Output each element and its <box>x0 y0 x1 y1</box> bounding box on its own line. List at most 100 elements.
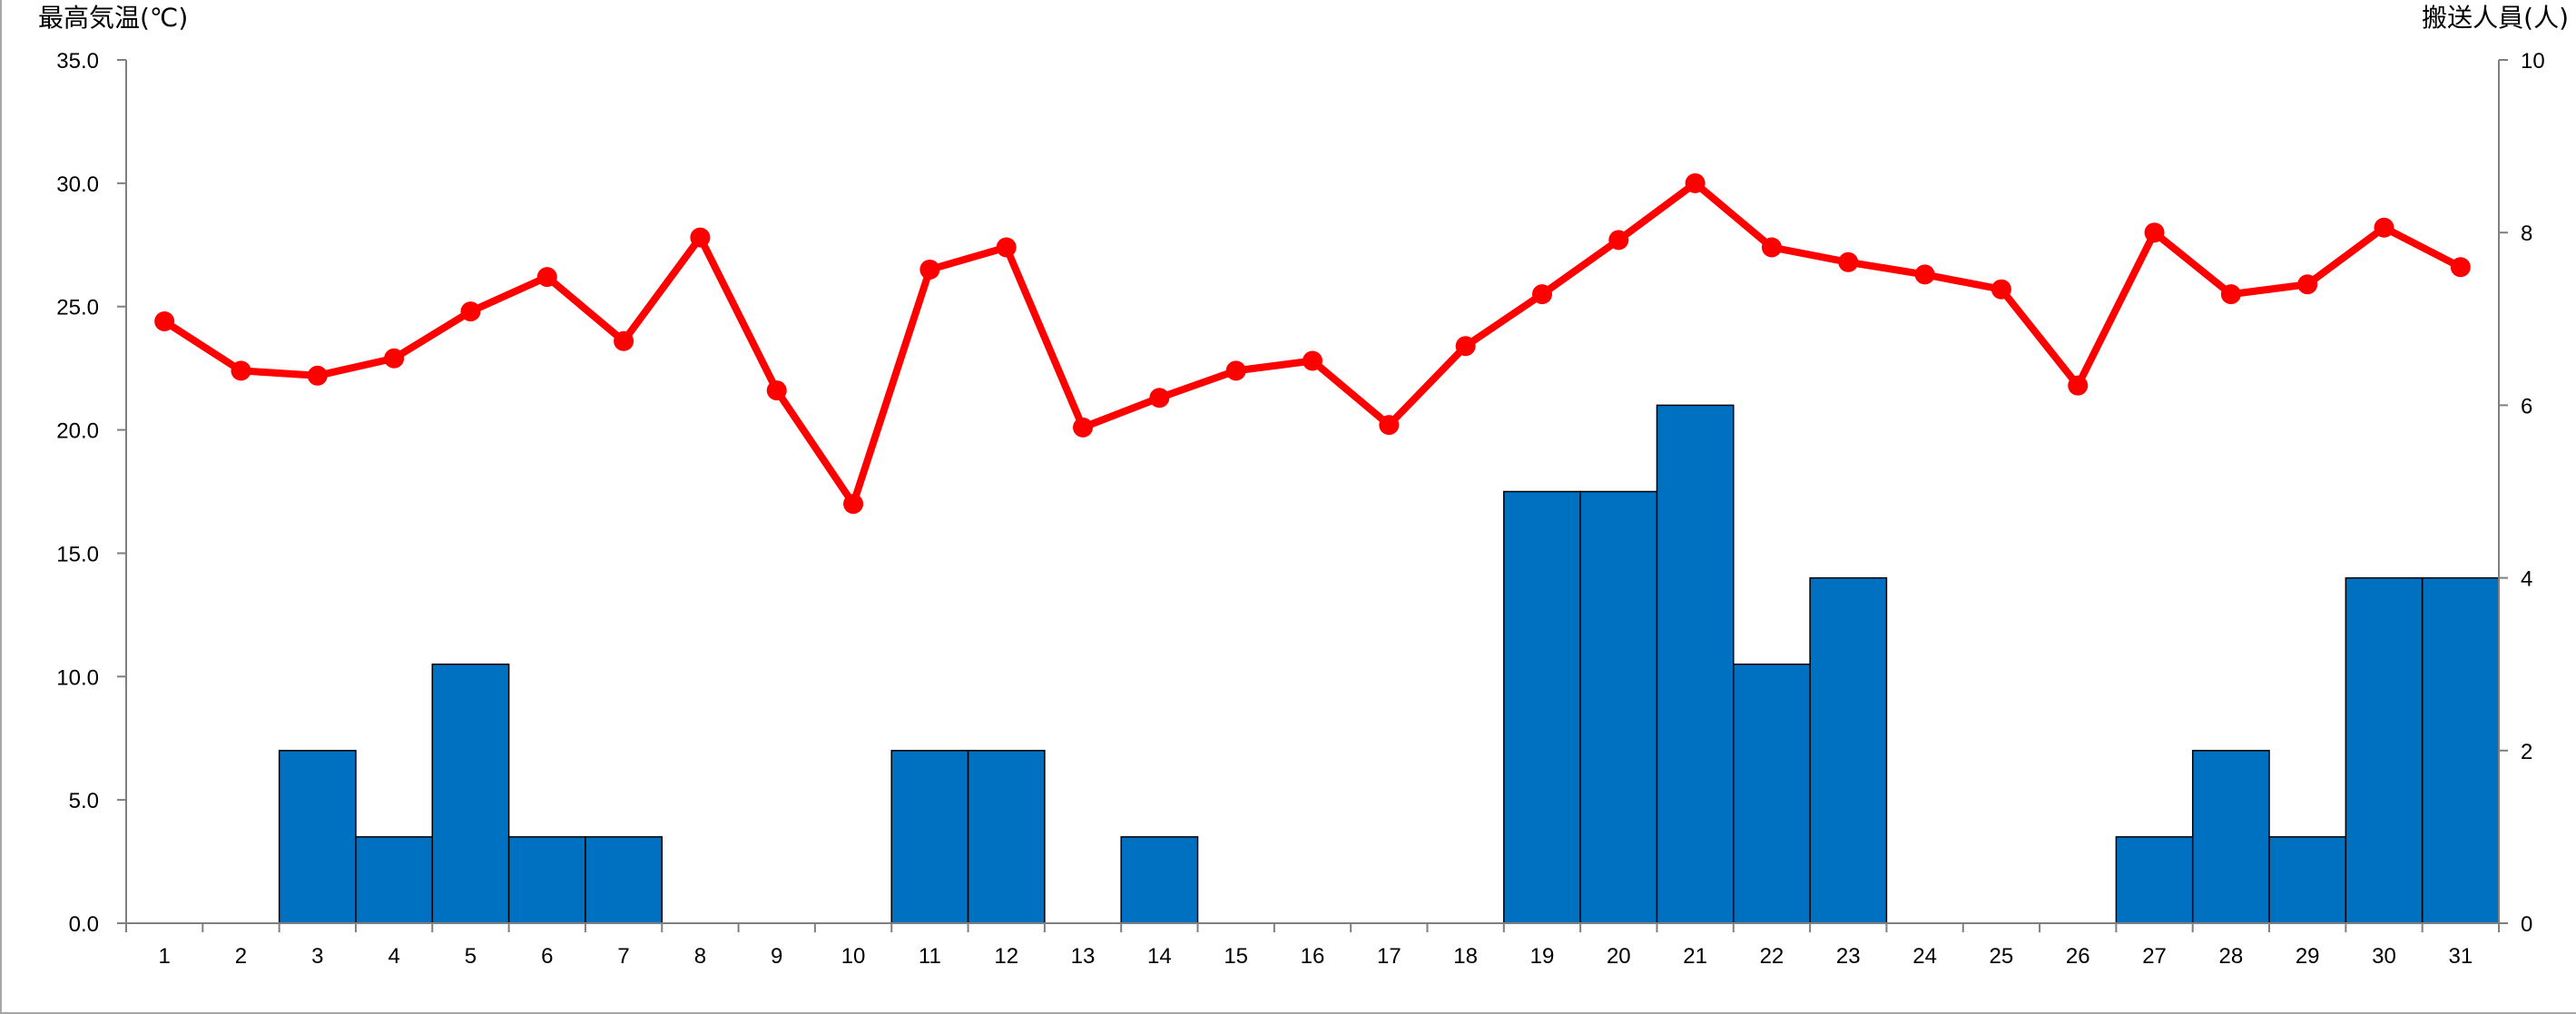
x-tick-label: 28 <box>2219 944 2244 969</box>
bar <box>1579 490 1658 924</box>
x-tick-label: 18 <box>1453 944 1478 969</box>
bar <box>2191 750 2270 924</box>
line-point <box>1073 417 1094 438</box>
bar <box>890 750 969 924</box>
y-left-tick-label: 0.0 <box>69 912 99 937</box>
line-point <box>843 494 864 515</box>
line-point <box>996 237 1017 258</box>
y-left-tick-label: 15.0 <box>56 542 99 566</box>
x-tick-label: 29 <box>2296 944 2320 969</box>
line-point <box>1379 415 1400 436</box>
line-point <box>307 365 328 386</box>
line-point <box>154 311 175 332</box>
x-tick-label: 1 <box>158 944 170 969</box>
bar <box>2115 836 2194 924</box>
line-point <box>1303 350 1322 371</box>
bar <box>1733 663 1811 924</box>
y-left-tick-label: 20.0 <box>56 419 99 444</box>
temperature-line <box>161 179 2464 508</box>
bar <box>2421 576 2500 924</box>
x-tick-label: 7 <box>617 944 629 969</box>
line-point <box>1991 279 2011 300</box>
x-tick-label: 15 <box>1224 944 1248 969</box>
y-right-tick-label: 0 <box>2521 912 2532 937</box>
x-tick-label: 19 <box>1530 944 1555 969</box>
x-tick-label: 2 <box>235 944 247 969</box>
x-tick-label: 12 <box>994 944 1018 969</box>
line-point <box>1455 336 1476 357</box>
line-point <box>2068 375 2089 396</box>
bar <box>431 663 510 924</box>
line-point <box>2374 217 2394 238</box>
y-left-tick-label: 10.0 <box>56 665 99 690</box>
bar <box>278 750 357 924</box>
y-right-tick-label: 8 <box>2521 222 2532 246</box>
line-point <box>1149 388 1170 409</box>
x-tick-label: 25 <box>1990 944 2014 969</box>
y-axis-left-title: 最高気温(℃) <box>38 3 188 33</box>
x-tick-label: 20 <box>1607 944 1631 969</box>
x-tick-label: 3 <box>311 944 323 969</box>
bar <box>2268 836 2347 924</box>
line-point <box>766 380 787 401</box>
x-tick-label: 4 <box>388 944 399 969</box>
line-point <box>1608 230 1629 251</box>
line-point <box>2450 257 2471 278</box>
line-point <box>1838 251 1859 272</box>
line-point <box>2144 222 2165 243</box>
line-point <box>460 301 481 322</box>
line-point <box>2297 274 2318 295</box>
x-tick-label: 26 <box>2066 944 2090 969</box>
x-tick-label: 31 <box>2448 944 2473 969</box>
x-tick-label: 9 <box>771 944 782 969</box>
line-point <box>1685 172 1706 193</box>
line-point <box>536 267 557 288</box>
y-right-tick-label: 2 <box>2521 740 2532 764</box>
y-right-tick-label: 10 <box>2521 49 2545 74</box>
bar <box>1656 404 1735 924</box>
x-tick-label: 10 <box>841 944 866 969</box>
x-tick-label: 30 <box>2372 944 2396 969</box>
line-point <box>231 360 251 381</box>
x-tick-label: 13 <box>1071 944 1096 969</box>
x-tick-label: 11 <box>919 944 941 969</box>
y-right-tick-label: 6 <box>2521 394 2532 418</box>
bar <box>1809 576 1888 924</box>
x-tick-label: 14 <box>1147 944 1172 969</box>
line-point <box>1761 237 1782 258</box>
y-left-tick-label: 25.0 <box>56 296 99 320</box>
line-point <box>1531 284 1552 305</box>
line-point <box>690 227 711 248</box>
bar <box>507 836 586 924</box>
line-point <box>919 259 940 280</box>
x-tick-label: 27 <box>2142 944 2167 969</box>
line-point <box>614 330 634 351</box>
bar <box>1503 490 1581 924</box>
x-tick-label: 23 <box>1836 944 1861 969</box>
y-axis-right-title: 搬送人員(人) <box>2422 3 2569 33</box>
x-tick-label: 24 <box>1912 944 1937 969</box>
x-tick-label: 21 <box>1683 944 1707 969</box>
x-tick-label: 6 <box>541 944 553 969</box>
bar <box>585 836 664 924</box>
x-tick-label: 17 <box>1377 944 1401 969</box>
bar-series <box>278 404 2500 924</box>
axes <box>117 59 2508 932</box>
x-tick-label: 5 <box>465 944 477 969</box>
y-left-tick-label: 5.0 <box>69 789 99 813</box>
line-point <box>1914 264 1935 285</box>
line-point <box>2220 284 2241 305</box>
y-right-tick-label: 4 <box>2521 567 2532 592</box>
bar <box>355 836 434 924</box>
x-tick-label: 8 <box>694 944 706 969</box>
line-series <box>154 172 2471 515</box>
x-tick-label: 16 <box>1301 944 1325 969</box>
bar <box>1120 836 1199 924</box>
x-tick-label: 22 <box>1760 944 1785 969</box>
line-point <box>384 348 405 369</box>
bar <box>2345 576 2424 924</box>
bar <box>967 750 1046 924</box>
